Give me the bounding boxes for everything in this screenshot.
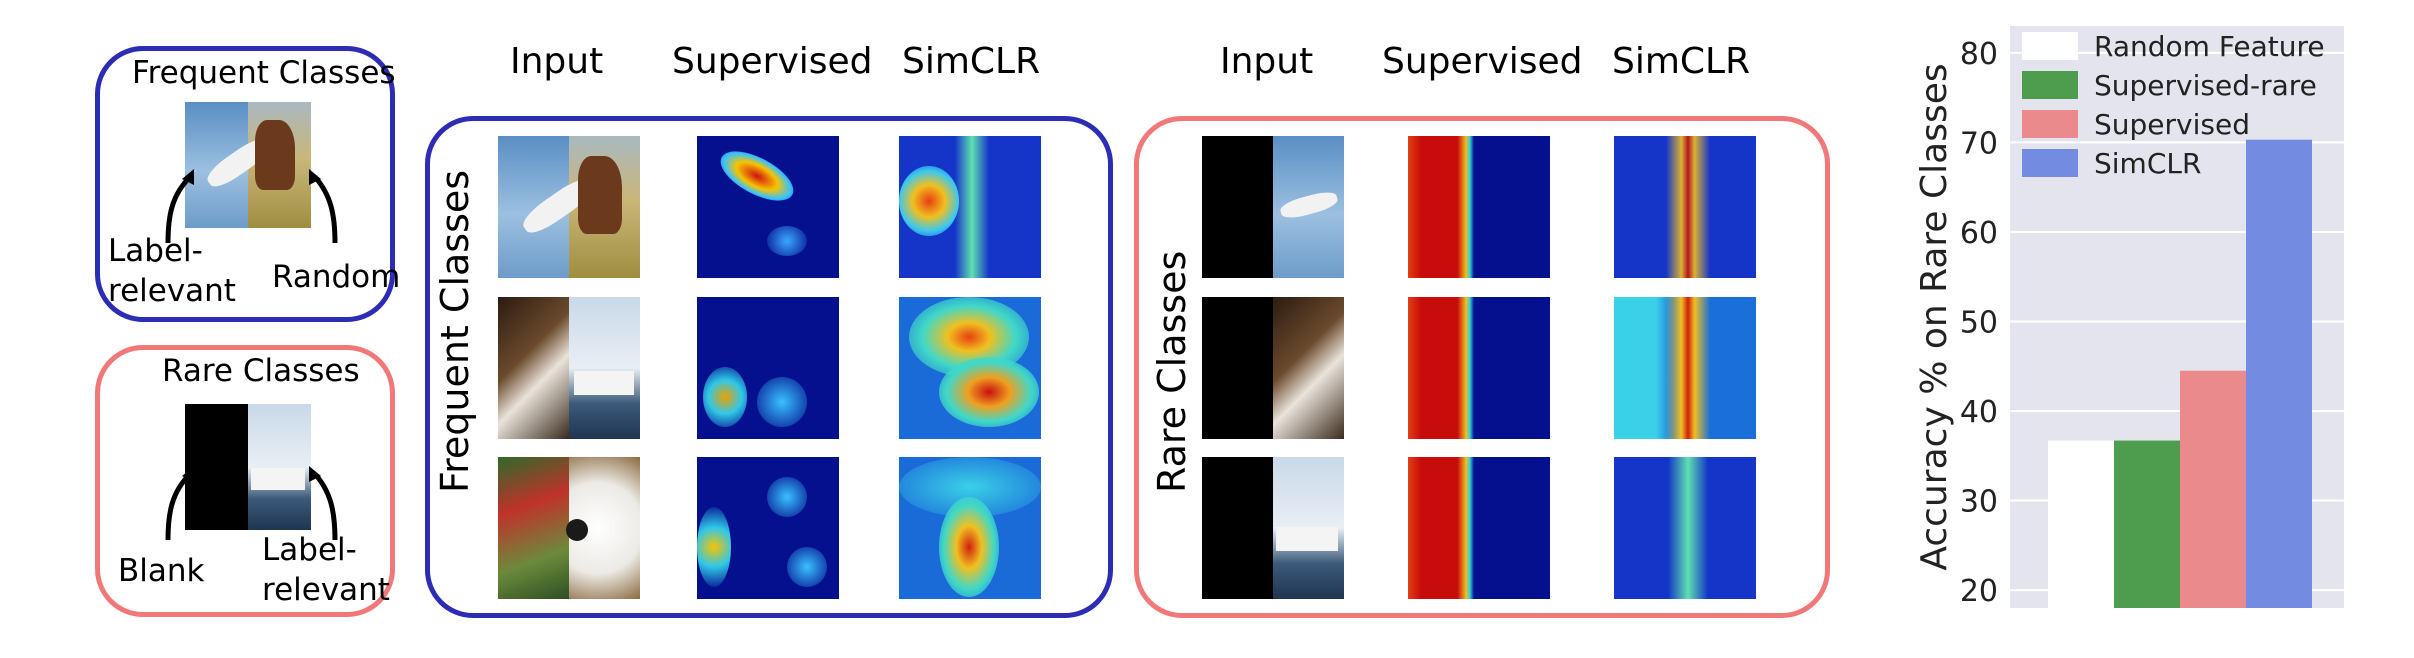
- ytick-label-50: 50: [1960, 305, 1998, 340]
- rare-right-label-line1: Label-: [262, 532, 357, 568]
- frequent-simclr-heatmap-1: [899, 136, 1041, 278]
- rare-col-header-supervised: Supervised: [1382, 41, 1583, 82]
- frequent-col-header-supervised: Supervised: [672, 41, 873, 82]
- rare-grid-box: [1134, 116, 1830, 618]
- legend-swatch-3: [2022, 149, 2078, 177]
- frequent-supervised-heatmap-2: [697, 297, 839, 439]
- accuracy-bar-chart: 20 30 40 50 60 70 80 Random Feature Supervised-…: [1914, 26, 2344, 609]
- legend-label-1: Supervised-rare: [2094, 69, 2317, 102]
- frequent-legend-image: [185, 102, 311, 228]
- rare-supervised-heatmap-2: [1408, 297, 1550, 439]
- legend-swatch-1: [2022, 71, 2078, 99]
- ytick-label-20: 20: [1960, 574, 1998, 609]
- frequent-legend-box: [95, 46, 395, 322]
- rare-legend-box: [95, 345, 395, 617]
- frequent-left-arrow: [165, 169, 194, 244]
- frequent-input-2: [498, 297, 640, 439]
- ytick-label-80: 80: [1960, 37, 1998, 72]
- frequent-legend-title: Frequent Classes: [132, 55, 396, 91]
- rare-row-label: Rare Classes: [1150, 250, 1194, 493]
- rare-legend-title: Rare Classes: [162, 353, 360, 389]
- rare-simclr-heatmap-1: [1614, 136, 1756, 278]
- bar-supervised: [2180, 370, 2246, 608]
- rare-input-2: [1202, 297, 1344, 439]
- frequent-row-label: Frequent Classes: [433, 169, 477, 493]
- rare-legend-image: [185, 404, 311, 530]
- frequent-simclr-heatmap-3: [899, 457, 1041, 599]
- bar-supervised-rare: [2114, 440, 2180, 608]
- frequent-right-arrow: [309, 169, 338, 244]
- legend-label-0: Random Feature: [2094, 30, 2325, 63]
- legend-swatch-0: [2022, 32, 2078, 60]
- frequent-col-header-input: Input: [510, 41, 604, 82]
- ytick-label-70: 70: [1960, 126, 1998, 161]
- frequent-supervised-heatmap-3: [697, 457, 839, 599]
- frequent-input-1: [498, 136, 640, 278]
- rare-simclr-heatmap-2: [1614, 297, 1756, 439]
- y-axis-label: Accuracy % on Rare Classes: [1914, 63, 1955, 570]
- rare-col-header-input: Input: [1220, 41, 1314, 82]
- frequent-simclr-heatmap-2: [899, 297, 1041, 439]
- rare-col-header-simclr: SimCLR: [1612, 41, 1751, 82]
- rare-left-label: Blank: [118, 553, 205, 589]
- rare-left-arrow: [165, 466, 194, 541]
- frequent-grid-box: [425, 116, 1113, 618]
- frequent-col-header-simclr: SimCLR: [902, 41, 1041, 82]
- rare-supervised-heatmap-1: [1408, 136, 1550, 278]
- legend-label-3: SimCLR: [2094, 147, 2201, 180]
- frequent-supervised-heatmap-1: [697, 136, 839, 278]
- rare-right-label-line2: relevant: [262, 572, 390, 608]
- bar-simclr: [2246, 139, 2312, 608]
- frequent-right-label: Random: [272, 259, 401, 295]
- ytick-label-60: 60: [1960, 216, 1998, 251]
- frequent-input-3: [498, 457, 640, 599]
- frequent-left-label-line2: relevant: [108, 273, 236, 309]
- ytick-label-40: 40: [1960, 395, 1998, 430]
- rare-input-1: [1202, 136, 1344, 278]
- frequent-left-label-line1: Label-: [108, 233, 203, 269]
- rare-supervised-heatmap-3: [1408, 457, 1550, 599]
- rare-right-arrow: [309, 466, 338, 541]
- bar-random-feature: [2048, 440, 2114, 608]
- legend-swatch-2: [2022, 110, 2078, 138]
- legend-label-2: Supervised: [2094, 108, 2250, 141]
- ytick-label-30: 30: [1960, 485, 1998, 520]
- rare-simclr-heatmap-3: [1614, 457, 1756, 599]
- rare-input-3: [1202, 457, 1344, 599]
